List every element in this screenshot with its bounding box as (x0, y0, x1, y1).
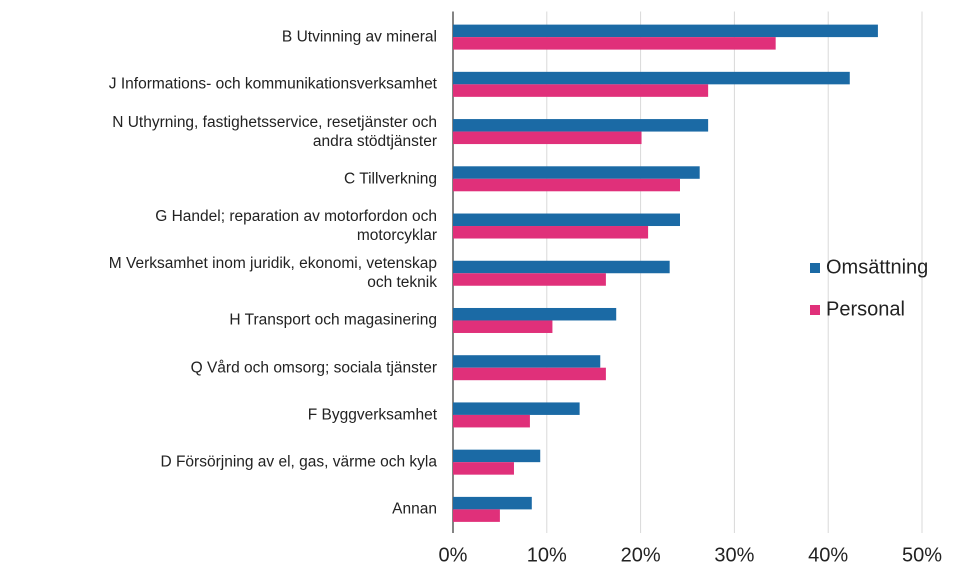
x-tick-label: 20% (621, 544, 661, 566)
y-tick-label: Q Vård och omsorg; sociala tjänster (190, 359, 437, 377)
legend-label: Personal (826, 298, 905, 320)
bar (453, 24, 878, 38)
bar (453, 509, 500, 522)
bar (453, 320, 553, 333)
y-tick-label: D Försörjning av el, gas, värme och kyla (160, 453, 437, 471)
bar (453, 119, 709, 132)
legend-swatch (810, 263, 820, 273)
y-tick-label: N Uthyrning, fastighetsservice, resetjän… (112, 113, 437, 150)
bar (453, 37, 776, 50)
bar (453, 260, 670, 274)
x-tick-label: 10% (527, 544, 567, 566)
bar (453, 414, 530, 428)
y-tick-label: M Verksamhet inom juridik, ekonomi, vete… (108, 255, 437, 292)
bar (453, 178, 680, 192)
bar (453, 367, 606, 381)
bar (453, 71, 850, 85)
bar (453, 307, 617, 321)
y-tick-label: C Tillverkning (343, 170, 437, 188)
x-tick-label: 0% (439, 544, 468, 566)
bar (453, 355, 601, 368)
y-tick-label: G Handel; reparation av motorfordon och … (155, 208, 437, 245)
bar (453, 166, 700, 179)
bar (453, 226, 649, 239)
bar (453, 213, 680, 227)
bar (453, 131, 642, 145)
x-tick-label: 50% (902, 544, 942, 566)
bar (453, 496, 532, 510)
y-tick-label: F Byggverksamhet (307, 406, 437, 424)
bar (453, 462, 514, 475)
bar (453, 449, 541, 463)
y-tick-label: B Utvinning av mineral (281, 28, 437, 46)
bar (453, 273, 606, 286)
x-tick-label: 30% (714, 544, 754, 566)
x-tick-label: 40% (808, 544, 848, 566)
y-tick-label: Annan (392, 500, 437, 518)
bar (453, 84, 709, 97)
bar (453, 402, 580, 415)
y-tick-label: J Informations- och kommunikationsverksa… (108, 75, 437, 93)
legend-label: Omsättning (826, 256, 928, 278)
y-tick-label: H Transport och magasinering (229, 311, 437, 329)
legend-swatch (810, 305, 820, 315)
